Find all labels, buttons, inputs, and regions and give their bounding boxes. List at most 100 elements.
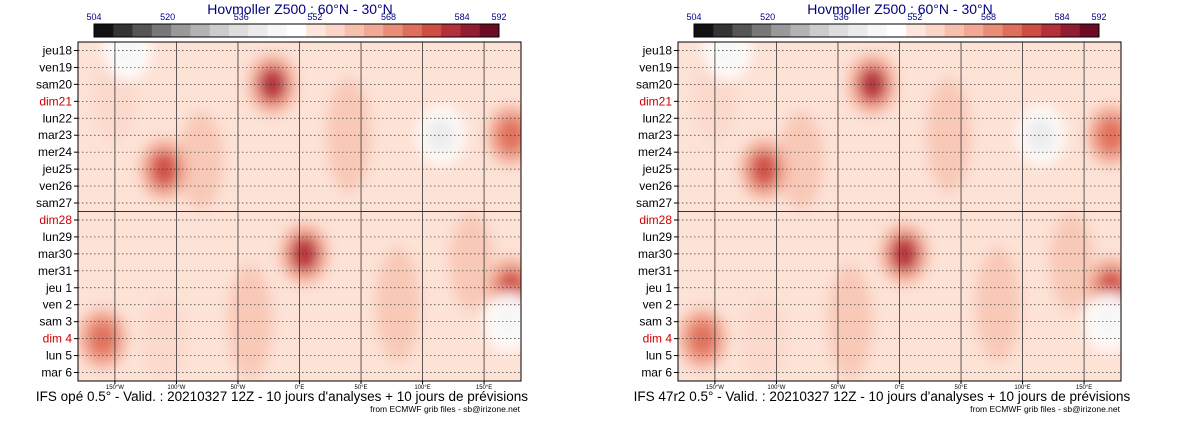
colorbar-swatch xyxy=(190,24,211,37)
y-tick-label: mar30 xyxy=(38,247,72,261)
hovmoller-chart: Hovmoller Z500 : 60°N - 30°N 504 520 536 552… xyxy=(634,1,1131,414)
y-tick-label: ven 2 xyxy=(43,298,73,312)
y-tick-label: dim28 xyxy=(639,213,672,227)
colorbar-tick-label: 536 xyxy=(834,12,849,22)
y-tick-label: lun 5 xyxy=(646,349,672,363)
y-tick-label: lun29 xyxy=(643,230,673,244)
gridlines xyxy=(78,42,521,381)
y-tick-label: sam27 xyxy=(636,196,672,210)
y-tick-label: jeu25 xyxy=(42,162,73,176)
field-anomaly-core xyxy=(427,117,456,154)
colorbar-swatch xyxy=(790,24,811,37)
hovmoller-panel-ifs-47r2: Hovmoller Z500 : 60°N - 30°N 504 520 536 552… xyxy=(600,0,1200,424)
colorbar-tick-label: 520 xyxy=(160,12,175,22)
y-tick-label: ven19 xyxy=(639,60,672,74)
colorbar-frame xyxy=(93,23,500,38)
colorbar-swatch xyxy=(925,24,946,37)
colorbar-swatch xyxy=(1041,24,1061,37)
field-anomaly-core xyxy=(890,235,919,272)
colorbar-swatch xyxy=(1060,24,1081,37)
colorbar-swatch xyxy=(1021,24,1042,37)
y-tick-label: ven 2 xyxy=(643,298,673,312)
colorbar-swatch xyxy=(383,24,403,37)
field-band xyxy=(1049,213,1094,311)
colorbar-swatch xyxy=(983,24,1003,37)
colorbar-swatch xyxy=(964,24,984,37)
y-tick-label: mar30 xyxy=(638,247,672,261)
y-tick-label: mer24 xyxy=(38,145,72,159)
chart-credit: from ECMWF grib files - sb@irizone.net xyxy=(970,404,1120,414)
colorbar-swatch xyxy=(886,24,907,37)
y-tick-label: lun22 xyxy=(643,111,673,125)
field-band xyxy=(179,112,224,210)
y-tick-label: ven26 xyxy=(639,179,672,193)
field-band xyxy=(142,298,187,379)
field-band xyxy=(779,112,824,210)
colorbar-swatch xyxy=(867,24,888,37)
y-tick-label: ven26 xyxy=(39,179,72,193)
y-tick-label: dim28 xyxy=(39,213,72,227)
colorbar-swatch xyxy=(113,24,133,37)
colorbar-swatch xyxy=(829,24,849,37)
colorbar-swatch xyxy=(771,24,791,37)
field-anomaly-core xyxy=(1027,117,1056,154)
field-band xyxy=(742,298,787,379)
field-anomaly-core xyxy=(494,303,521,340)
chart-credit: from ECMWF grib files - sb@irizone.net xyxy=(370,404,520,414)
colorbar-swatch xyxy=(171,24,191,37)
colorbar-tick-label: 520 xyxy=(760,12,775,22)
colorbar-tick-label: 592 xyxy=(491,12,506,22)
colorbar-swatch xyxy=(209,24,230,37)
x-tick-label: 100°W xyxy=(767,385,785,391)
colorbar-swatch xyxy=(1002,24,1023,37)
chart-title: Hovmoller Z500 : 60°N - 30°N xyxy=(207,1,393,17)
colorbar-swatch xyxy=(713,24,733,37)
x-tick-label: 150°E xyxy=(476,385,492,391)
x-tick-label: 150°E xyxy=(1076,385,1092,391)
colorbar-tick-label: 584 xyxy=(455,12,470,22)
field-band xyxy=(326,78,371,193)
y-tick-label: lun22 xyxy=(43,111,73,125)
y-axis: jeu18 ven19 sam20 dim21 lun22 mar23 mer24 jeu25… xyxy=(36,43,78,380)
x-tick-label: 100°W xyxy=(167,385,185,391)
colorbar-swatch xyxy=(944,24,965,37)
colorbar: 504 520 536 552 568 584 592 xyxy=(86,12,507,38)
colorbar-swatch xyxy=(402,24,423,37)
x-tick-label: 50°W xyxy=(231,385,246,391)
colorbar-tick-label: 592 xyxy=(1091,12,1106,22)
colorbar-swatch xyxy=(694,24,714,37)
field-band xyxy=(449,213,494,311)
colorbar-tick-label: 504 xyxy=(686,12,701,22)
y-tick-label: sam 3 xyxy=(39,315,72,329)
field-band xyxy=(926,78,971,193)
colorbar-swatch xyxy=(732,24,753,37)
x-tick-label: 50°E xyxy=(354,385,367,391)
colorbar-tick-label: 536 xyxy=(234,12,249,22)
colorbar-swatch xyxy=(906,24,926,37)
y-tick-label: dim 4 xyxy=(43,332,73,346)
field-anomaly-core xyxy=(150,151,179,188)
y-tick-label: jeu 1 xyxy=(645,281,672,295)
heatmap-field xyxy=(678,42,1121,379)
y-tick-label: jeu18 xyxy=(42,43,73,57)
colorbar-frame xyxy=(693,23,1100,38)
colorbar-swatch xyxy=(809,24,830,37)
y-tick-label: sam27 xyxy=(36,196,72,210)
x-tick-label: 50°W xyxy=(831,385,846,391)
y-tick-label: mar23 xyxy=(38,128,72,142)
y-tick-label: sam20 xyxy=(636,77,672,91)
colorbar-swatch xyxy=(460,24,481,37)
x-tick-label: 100°E xyxy=(1014,385,1030,391)
field-anomaly-core xyxy=(258,66,287,103)
colorbar-swatch xyxy=(441,24,461,37)
y-tick-label: mar23 xyxy=(638,128,672,142)
field-band xyxy=(375,247,420,362)
hovmoller-chart: Hovmoller Z500 : 60°N - 30°N 504 520 536 552… xyxy=(36,1,528,414)
colorbar-swatch xyxy=(94,24,114,37)
y-tick-label: sam 3 xyxy=(639,315,672,329)
colorbar-tick-label: 552 xyxy=(307,12,322,22)
y-tick-label: mar 6 xyxy=(41,366,72,380)
heatmap-blobs xyxy=(678,42,1121,379)
colorbar-swatch xyxy=(421,24,442,37)
colorbar-tick-label: 584 xyxy=(1055,12,1070,22)
